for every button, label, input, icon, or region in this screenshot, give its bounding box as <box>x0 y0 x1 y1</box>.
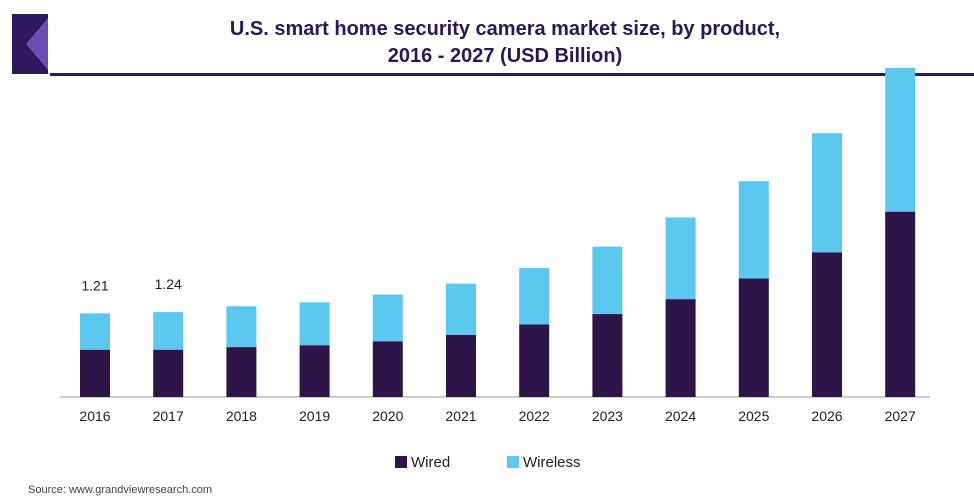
bar-wired-2024 <box>665 299 696 397</box>
x-tick-label-2023: 2023 <box>592 408 623 424</box>
x-tick-label-2020: 2020 <box>372 408 403 424</box>
x-tick-label-2025: 2025 <box>738 408 769 424</box>
bar-wired-2027 <box>885 211 916 397</box>
bar-wireless-2016 <box>80 313 110 350</box>
legend-label-wired: Wired <box>411 454 450 471</box>
bar-wireless-2021 <box>446 283 476 335</box>
x-tick-label-2018: 2018 <box>226 408 257 424</box>
bar-wired-2026 <box>812 252 842 397</box>
bar-wireless-2017 <box>153 312 184 350</box>
bar-wireless-2023 <box>592 246 623 315</box>
bar-wireless-2027 <box>885 67 916 212</box>
legend-swatch-wireless <box>507 456 519 468</box>
title-rule <box>50 73 974 76</box>
bar-wired-2022 <box>519 324 550 397</box>
x-tick-label-2022: 2022 <box>519 408 550 424</box>
data-label-2017: 1.24 <box>155 276 182 292</box>
data-label-2016: 1.21 <box>81 277 108 293</box>
x-tick-label-2019: 2019 <box>299 408 330 424</box>
bar-wired-2019 <box>299 345 330 397</box>
x-tick-label-2024: 2024 <box>665 408 696 424</box>
chart-title-line1: U.S. smart home security camera market s… <box>229 18 781 40</box>
bar-wired-2021 <box>446 334 476 397</box>
x-tick-label-2026: 2026 <box>811 408 842 424</box>
chart-title-line2: 2016 - 2027 (USD Billion) <box>387 45 623 67</box>
logo-shape-notch <box>12 14 26 74</box>
bar-wireless-2024 <box>665 217 696 300</box>
x-tick-label-2027: 2027 <box>885 408 916 424</box>
bar-wireless-2026 <box>812 133 842 253</box>
legend-swatch-wired <box>395 456 407 468</box>
bar-wireless-2018 <box>226 306 257 348</box>
source-note: Source: www.grandviewresearch.com <box>28 484 213 496</box>
bar-wired-2020 <box>372 341 403 397</box>
logo-shape-light <box>26 18 48 70</box>
bar-wired-2017 <box>153 349 184 397</box>
legend-label-wireless: Wireless <box>523 454 581 471</box>
x-tick-label-2016: 2016 <box>79 408 110 424</box>
bar-wireless-2025 <box>738 181 769 279</box>
x-tick-label-2021: 2021 <box>445 408 476 424</box>
bar-wired-2025 <box>738 278 769 397</box>
x-tick-label-2017: 2017 <box>153 408 184 424</box>
brand-logo <box>12 14 48 74</box>
bar-wireless-2019 <box>299 302 330 346</box>
bar-wireless-2022 <box>519 268 550 325</box>
bar-wired-2016 <box>80 349 110 397</box>
bar-wired-2018 <box>226 347 257 397</box>
bar-wireless-2020 <box>372 294 403 342</box>
chart-title: U.S. smart home security camera market s… <box>160 16 850 70</box>
bar-wired-2023 <box>592 314 623 397</box>
